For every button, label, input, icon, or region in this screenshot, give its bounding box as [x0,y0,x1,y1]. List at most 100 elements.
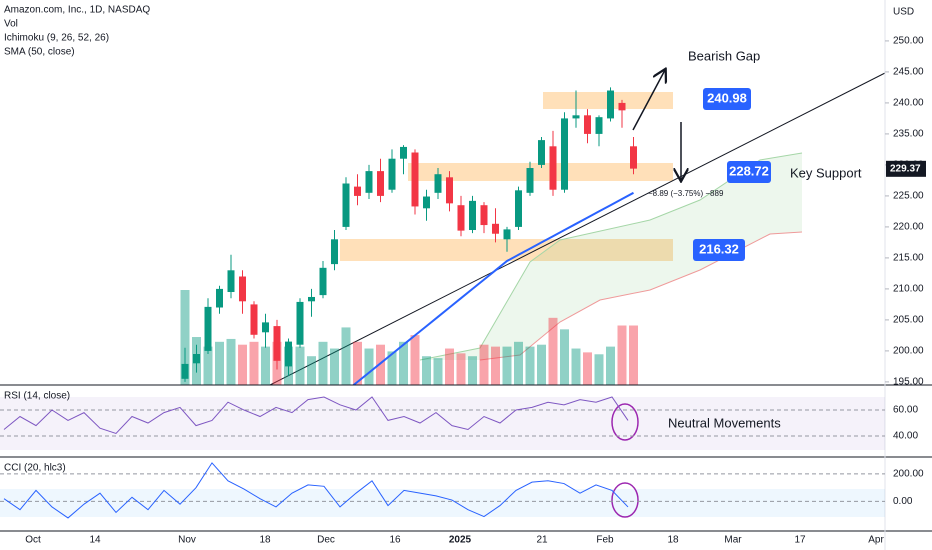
indicator-label: Ichimoku (9, 26, 52, 26) [4,33,109,44]
candle-body [480,205,488,226]
volume-bar [479,344,489,385]
cci-line [3,462,629,519]
y-tick-label: 235.00 [893,129,924,140]
candle-body [561,118,568,190]
y-tick-label: 0.00 [893,496,913,507]
y-tick-label: 210.00 [893,284,924,295]
volume-bar [226,338,236,385]
x-tick-label: 18 [259,535,271,546]
candle-body [549,146,557,190]
candle-body [331,239,338,265]
volume-bar [307,356,316,385]
last-price-bg [886,160,926,177]
candle-body [365,171,373,193]
candle-body [457,205,465,231]
volume-bar [617,325,627,385]
candle-body [400,146,407,159]
x-tick-label: 14 [89,535,101,546]
candle-body [503,229,511,240]
volume-bar [203,346,213,385]
symbol-title: Amazon.com, Inc., 1D, NASDAQ [4,5,150,16]
volume-bar [514,341,523,385]
volume-bar [410,335,420,385]
x-tick-label: Oct [25,535,41,546]
price-tag: 228.72 [729,163,769,178]
sma-line [352,191,634,385]
annotation: Key Support [790,165,862,180]
candle-body [181,363,189,379]
volume-bar [249,341,259,385]
highlight-circle [611,482,639,518]
candle-body [262,322,269,333]
volume-bar [456,353,466,385]
rsi-band [0,397,885,450]
price-tag: 216.32 [699,241,739,256]
volume-bar [433,358,443,385]
x-tick-label: 2025 [449,535,472,546]
volume-bar [215,341,224,385]
x-tick-label: 18 [667,535,679,546]
volume-bar [399,341,408,385]
volume-bar [238,344,247,385]
rsi-line [3,396,629,434]
x-tick-label: Nov [178,535,196,546]
x-tick-label: Apr [868,535,884,546]
candle-body [630,146,637,169]
volume-bar [330,348,339,385]
y-tick-label: 240.00 [893,98,924,109]
volume-bar [525,346,535,385]
zone [408,163,673,181]
candle-body [273,326,281,361]
candle-body [239,276,246,302]
volume-bar [491,346,500,385]
cloud-edge [479,231,803,361]
arrow [632,70,665,131]
candle-body [618,102,626,111]
y-tick-label: 245.00 [893,67,924,78]
volume-bar [606,346,615,385]
volume-bar [537,344,546,385]
x-tick-label: 21 [536,535,548,546]
candle-body [296,301,304,345]
x-tick-label: Mar [724,535,742,546]
cci-title: CCI (20, hlc3) [4,463,66,474]
volume-bar [341,327,351,385]
currency: USD [893,7,914,18]
candle-body [216,288,223,308]
y-tick-label: 215.00 [893,253,924,264]
volume-bar [468,356,477,385]
annotation: Neutral Movements [668,415,781,430]
cci-band [0,489,885,517]
x-tick-label: Feb [596,535,614,546]
x-tick-label: 16 [389,535,401,546]
indicator-label: SMA (50, close) [4,47,75,58]
price-tag-bg [693,239,745,261]
price-tag: 240.98 [707,90,747,105]
y-tick-label: 250.00 [893,36,924,47]
y-tick-label: 200.00 [893,346,924,357]
volume-bar [560,329,569,385]
candle-body [285,341,292,367]
y-tick-label: 220.00 [893,222,924,233]
rsi-title: RSI (14, close) [4,391,70,402]
candle-body [388,158,396,190]
candle-body [469,200,476,231]
candle-body [423,196,430,209]
volume-bar [318,341,328,385]
price-tag-bg [727,161,771,183]
candle-body [538,140,545,165]
volume-bar [353,341,362,385]
candle-body [434,174,442,193]
candle-body [250,304,258,335]
candle-body [204,306,212,351]
candle-body [595,117,603,134]
x-tick-label: 17 [794,535,806,546]
candle-body [515,190,522,227]
candle-body [492,223,499,234]
candle-body [193,354,200,364]
y-tick-label: 40.00 [893,431,918,442]
candle-body [607,90,614,119]
y-tick-label: 60.00 [893,405,918,416]
